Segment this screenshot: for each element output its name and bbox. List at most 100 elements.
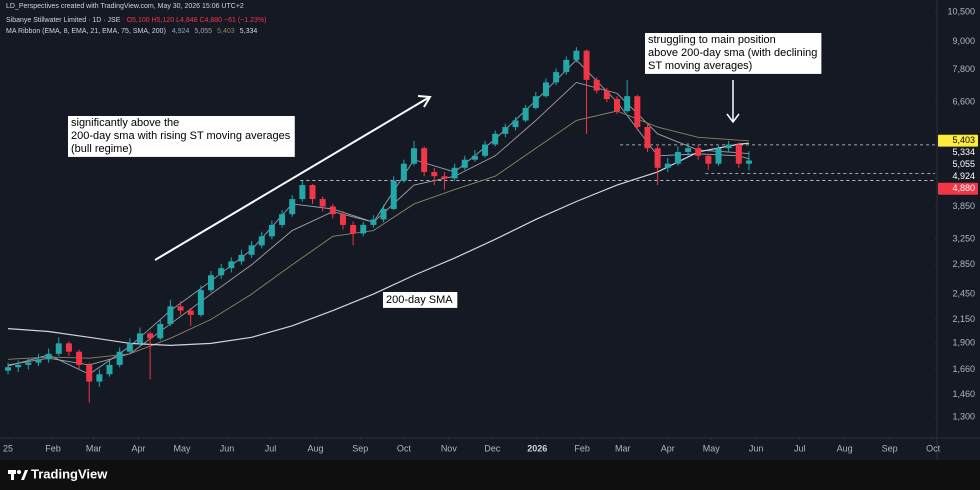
candle-body [441, 176, 448, 179]
candle-body [644, 127, 651, 149]
candle-body [329, 206, 336, 215]
candle-body [411, 148, 418, 164]
annotation-line: significantly above the [71, 117, 179, 129]
price-tag [938, 182, 978, 195]
ma-line [7, 110, 749, 360]
candle-body [654, 148, 661, 168]
candle-body [5, 367, 12, 371]
candle-body [370, 219, 377, 225]
candle-body [431, 171, 438, 177]
x-tick-label: Feb [574, 443, 590, 453]
candle-body [309, 185, 316, 200]
annotation-line: (bull regime) [71, 143, 132, 155]
candle-body [390, 180, 397, 209]
y-tick-label: 7,800 [952, 64, 975, 74]
trend-arrow [154, 95, 432, 261]
candle-body [664, 163, 671, 168]
ribbon-label: MA Ribbon (EMA, 8, EMA, 21, EMA, 75, SMA… [6, 28, 166, 35]
price-tag-label: 5,055 [952, 159, 975, 169]
y-tick-label: 2,150 [952, 314, 975, 324]
price-tag-label: 4,880 [952, 183, 975, 193]
candle-body [492, 133, 499, 145]
candle-body [228, 261, 235, 269]
x-tick-label: Aug [837, 443, 853, 453]
price-tag-label: 5,334 [952, 147, 975, 157]
candle-body [400, 163, 407, 181]
x-tick-label: Aug [307, 443, 323, 453]
candle-body [461, 159, 468, 168]
candle-body [177, 306, 184, 311]
candle-body [106, 364, 113, 375]
candle-body [218, 268, 225, 276]
candle-body [583, 50, 590, 80]
candle-body [624, 96, 631, 112]
annotation: significantly above the 200-day sma with… [68, 116, 295, 157]
candle-body [35, 359, 42, 363]
price-tag-label: 4,924 [952, 171, 975, 181]
candle-body [86, 364, 93, 382]
ma-line [7, 142, 750, 347]
y-tick-label: 9,000 [952, 36, 975, 46]
candle-body [532, 96, 539, 108]
candle-body [116, 351, 123, 365]
candle-body [76, 351, 83, 365]
candle-body [299, 185, 306, 200]
x-tick-label: May [173, 443, 191, 453]
candle-body [15, 364, 22, 368]
x-tick-label: May [703, 443, 721, 453]
y-tick-label: 3,850 [952, 201, 975, 211]
candle-body [421, 148, 428, 172]
candle-body [65, 343, 72, 352]
candle-body [451, 167, 458, 179]
candle-body [512, 120, 519, 128]
candle-body [258, 236, 265, 246]
candle-body [735, 144, 742, 164]
ribbon-value: 5,334 [240, 28, 258, 35]
y-tick-label: 1,660 [952, 364, 975, 374]
y-tick-label: 10,500 [947, 6, 975, 16]
candle-body [268, 224, 275, 237]
x-tick-label: Apr [661, 443, 675, 453]
x-tick-label: Jul [265, 443, 277, 453]
ribbon-value: 5,403 [217, 28, 235, 35]
x-tick-label: Jun [220, 443, 235, 453]
candle-body [339, 214, 346, 225]
annotation-line: above 200-day sma (with declining [648, 47, 817, 59]
candle-body [279, 214, 286, 225]
ribbon-value: 4,924 [172, 28, 190, 35]
price-tag-label: 5,403 [952, 135, 975, 145]
brand: TradingView [31, 466, 108, 481]
down-arrow [726, 80, 740, 124]
annotation: 200-day SMA [383, 292, 458, 308]
candle-body [715, 148, 722, 164]
annotation: struggling to main position above 200-da… [645, 33, 822, 74]
x-tick-label: 2026 [527, 443, 547, 453]
candle-body [674, 151, 681, 164]
candle-body [187, 310, 194, 315]
candle-body [96, 374, 103, 382]
y-tick-label: 6,600 [952, 96, 975, 106]
candle-body [147, 333, 154, 339]
candle-body [471, 155, 478, 160]
credit: LD_Perspectives created with TradingView… [6, 3, 244, 10]
x-tick-label: Jul [794, 443, 806, 453]
x-tick-label: 25 [3, 443, 13, 453]
y-tick-label: 1,460 [952, 389, 975, 399]
annotation-line: 200-day SMA [386, 294, 453, 306]
annotation-line: ST moving averages) [648, 60, 752, 72]
candle-body [563, 59, 570, 73]
annotation-line: 200-day sma with rising ST moving averag… [71, 130, 291, 142]
candle-body [634, 96, 641, 128]
candle-body [45, 353, 52, 360]
ohlc: O5,100 H5,120 L4,848 C4,880 −61 (−1.23%) [127, 17, 267, 24]
candle-body [573, 50, 580, 60]
candle-body [167, 306, 174, 324]
candle-body [705, 155, 712, 164]
candle-body [319, 199, 326, 207]
plot-area [5, 47, 935, 403]
candle-body [238, 254, 245, 262]
y-tick-label: 2,450 [952, 288, 975, 298]
brand-logo [8, 470, 28, 480]
ribbon-values: 4,924 5,055 5,403 5,334 [172, 28, 257, 35]
x-tick-label: Sep [882, 443, 898, 453]
